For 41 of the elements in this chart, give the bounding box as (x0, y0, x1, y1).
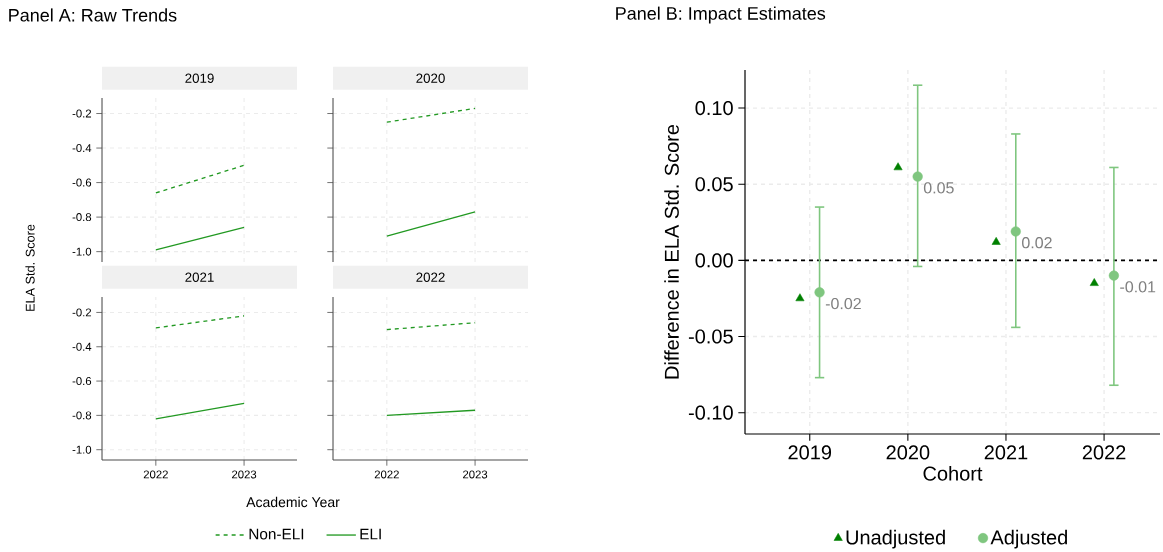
x-tick-label: 2020 (886, 445, 930, 460)
y-tick-label: -0.8 (72, 213, 92, 222)
y-tick-label: -0.8 (72, 411, 92, 420)
y-axis-title: ELA Std. Score (25, 224, 35, 311)
chart-title: 2021 (185, 272, 214, 282)
legend-label: Non-ELI (249, 528, 304, 540)
legend-label: ELI (360, 528, 381, 540)
y-tick-label: 0.05 (695, 177, 733, 192)
x-tick-label: 2022 (1082, 445, 1126, 460)
x-axis-title: Academic Year (246, 496, 340, 508)
y-tick-label: -0.2 (72, 109, 92, 118)
data-label: 0.05 (923, 182, 954, 194)
y-tick-label: -0.10 (688, 405, 733, 420)
y-tick-label: 0.00 (695, 253, 733, 268)
y-tick-label: -0.6 (72, 178, 92, 187)
x-tick-label: 2023 (232, 470, 257, 479)
data-label: 0.02 (1022, 237, 1052, 249)
y-tick-label: -0.4 (72, 144, 92, 153)
y-tick-label: -1.0 (72, 247, 92, 256)
chart-title: 2019 (185, 73, 214, 83)
x-tick-label: 2022 (143, 470, 168, 479)
x-tick-label: 2023 (463, 470, 488, 479)
x-tick-label: 2019 (788, 445, 832, 460)
y-tick-label: -0.4 (72, 342, 92, 351)
x-tick-label: 2021 (984, 445, 1028, 460)
y-axis-title: Difference in ELA Std. Score (664, 124, 679, 379)
x-tick-label: 2022 (374, 470, 399, 479)
y-tick-label: -1.0 (72, 445, 92, 454)
chart-title: Panel B: Impact Estimates (616, 6, 826, 24)
chart-title: 2022 (416, 272, 445, 282)
x-axis-title: Cohort (923, 466, 983, 481)
y-tick-label: -0.05 (688, 329, 733, 344)
legend-label: Adjusted (990, 529, 1067, 549)
chart-title: 2020 (416, 73, 445, 83)
data-label: -0.02 (825, 297, 861, 310)
y-tick-label: 0.10 (695, 100, 733, 116)
text: Panel A: Raw Trends (9, 8, 177, 22)
legend-label: Unadjusted (846, 529, 945, 549)
y-tick-label: -0.6 (72, 377, 92, 386)
data-label: -0.01 (1120, 281, 1156, 293)
y-tick-label: -0.2 (72, 308, 92, 317)
